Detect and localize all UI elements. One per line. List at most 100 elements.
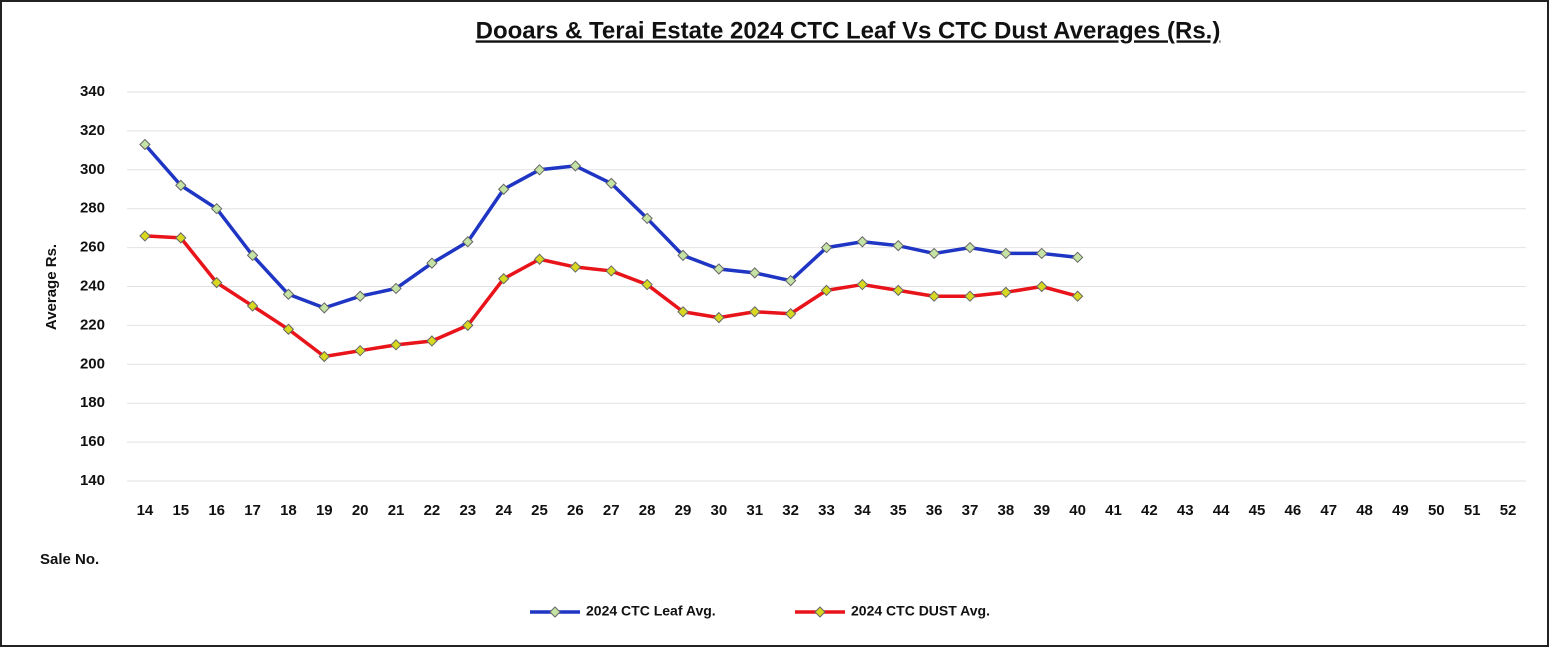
y-tick-label: 320 bbox=[80, 122, 105, 139]
y-tick-label: 220 bbox=[80, 316, 105, 333]
data-point bbox=[354, 290, 366, 302]
x-tick-label: 17 bbox=[244, 502, 261, 519]
data-point bbox=[426, 257, 438, 269]
data-point bbox=[210, 276, 223, 289]
data-point bbox=[820, 284, 833, 297]
x-tick-label: 21 bbox=[388, 502, 405, 519]
x-tick-label: 51 bbox=[1464, 502, 1481, 519]
data-point bbox=[784, 308, 797, 320]
data-point bbox=[1071, 290, 1084, 302]
data-point bbox=[749, 267, 761, 279]
x-tick-label: 46 bbox=[1284, 502, 1301, 519]
y-tick-label: 160 bbox=[80, 433, 105, 450]
y-tick-label: 300 bbox=[80, 161, 105, 178]
x-tick-label: 37 bbox=[962, 502, 979, 519]
x-tick-label: 50 bbox=[1428, 502, 1445, 519]
legend-marker bbox=[549, 606, 561, 618]
x-tick-label: 14 bbox=[137, 502, 154, 519]
x-tick-label: 47 bbox=[1320, 502, 1337, 519]
data-point bbox=[569, 160, 582, 172]
data-point bbox=[497, 183, 510, 195]
x-tick-label: 29 bbox=[675, 502, 692, 519]
data-point bbox=[784, 274, 797, 287]
x-tick-label: 22 bbox=[424, 502, 441, 519]
data-point bbox=[318, 350, 331, 363]
x-tick-label: 16 bbox=[208, 502, 225, 519]
data-point bbox=[713, 311, 725, 324]
x-tick-label: 49 bbox=[1392, 502, 1409, 519]
legend-marker bbox=[814, 606, 826, 618]
data-point bbox=[246, 300, 259, 312]
data-point bbox=[820, 241, 833, 254]
x-tick-label: 35 bbox=[890, 502, 907, 519]
data-point bbox=[426, 335, 438, 347]
x-tick-label: 20 bbox=[352, 502, 369, 519]
data-point bbox=[175, 232, 187, 244]
x-tick-label: 48 bbox=[1356, 502, 1373, 519]
legend-label: 2024 CTC Leaf Avg. bbox=[586, 603, 716, 619]
x-tick-label: 18 bbox=[280, 502, 297, 519]
data-point bbox=[533, 253, 546, 265]
x-tick-label: 40 bbox=[1069, 502, 1086, 519]
x-tick-label: 31 bbox=[746, 502, 763, 519]
x-tick-label: 19 bbox=[316, 502, 333, 519]
x-tick-label: 15 bbox=[172, 502, 189, 519]
x-tick-label: 30 bbox=[711, 502, 728, 519]
x-tick-label: 44 bbox=[1213, 502, 1230, 519]
y-tick-label: 240 bbox=[80, 277, 105, 294]
x-tick-label: 23 bbox=[459, 502, 476, 519]
data-point bbox=[462, 236, 474, 248]
data-point bbox=[964, 241, 976, 254]
x-tick-label: 42 bbox=[1141, 502, 1158, 519]
x-tick-label: 39 bbox=[1033, 502, 1050, 519]
data-point bbox=[856, 278, 869, 291]
x-tick-label: 41 bbox=[1105, 502, 1122, 519]
data-point bbox=[1000, 247, 1012, 260]
y-tick-label: 180 bbox=[80, 394, 105, 411]
x-tick-label: 26 bbox=[567, 502, 584, 519]
x-tick-label: 34 bbox=[854, 502, 871, 519]
data-point bbox=[713, 263, 725, 275]
data-point bbox=[749, 306, 761, 318]
x-tick-label: 52 bbox=[1500, 502, 1517, 519]
data-point bbox=[175, 179, 187, 192]
y-tick-label: 140 bbox=[80, 472, 105, 489]
data-point bbox=[964, 290, 976, 302]
data-point bbox=[318, 302, 331, 314]
x-tick-label: 32 bbox=[782, 502, 799, 519]
x-tick-label: 33 bbox=[818, 502, 835, 519]
data-point bbox=[282, 288, 295, 300]
y-tick-label: 280 bbox=[80, 200, 105, 217]
data-point bbox=[892, 239, 904, 252]
data-point bbox=[1036, 247, 1048, 260]
data-point bbox=[390, 282, 402, 295]
chart-title: Dooars & Terai Estate 2024 CTC Leaf Vs C… bbox=[476, 17, 1221, 44]
data-point bbox=[892, 284, 904, 297]
data-point bbox=[139, 230, 151, 242]
data-point bbox=[605, 265, 617, 277]
data-point bbox=[246, 249, 259, 262]
y-tick-label: 200 bbox=[80, 355, 105, 372]
data-point bbox=[605, 177, 617, 190]
data-point bbox=[462, 319, 474, 332]
x-tick-label: 24 bbox=[495, 502, 512, 519]
data-point bbox=[210, 202, 223, 215]
data-point bbox=[641, 212, 653, 225]
y-tick-label: 340 bbox=[80, 83, 105, 100]
data-point bbox=[569, 261, 582, 273]
x-tick-label: 43 bbox=[1177, 502, 1194, 519]
data-point bbox=[641, 278, 653, 291]
data-point bbox=[677, 249, 689, 262]
data-point bbox=[856, 236, 869, 248]
x-tick-label: 36 bbox=[926, 502, 943, 519]
legend-label: 2024 CTC DUST Avg. bbox=[851, 603, 990, 619]
y-tick-label: 260 bbox=[80, 239, 105, 256]
x-tick-label: 38 bbox=[998, 502, 1015, 519]
data-point bbox=[390, 339, 402, 351]
x-tick-label: 27 bbox=[603, 502, 620, 519]
data-point bbox=[1036, 280, 1048, 293]
data-point bbox=[354, 344, 366, 357]
x-tick-label: 28 bbox=[639, 502, 656, 519]
data-point bbox=[497, 273, 510, 285]
